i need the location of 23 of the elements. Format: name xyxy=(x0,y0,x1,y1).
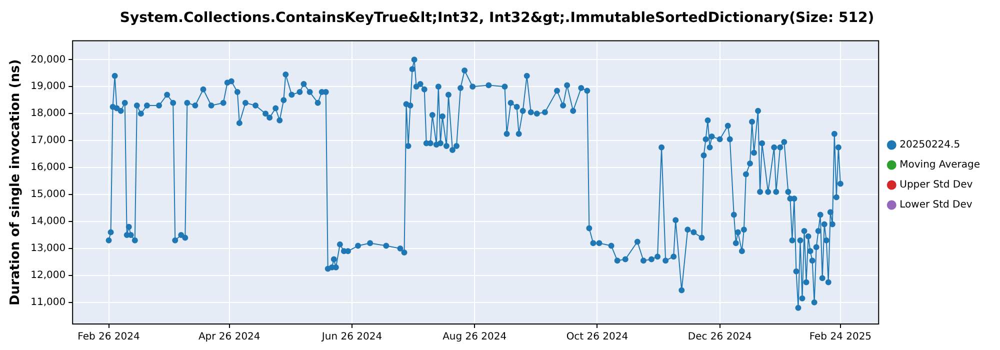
legend-label: 20250224.5 xyxy=(900,140,960,151)
y-tick-label: 14,000 xyxy=(30,216,66,228)
x-tick-label: Apr 26 2024 xyxy=(198,332,260,343)
y-tick-label: 11,000 xyxy=(30,297,66,308)
y-tick-label: 19,000 xyxy=(30,81,66,92)
legend-label: Lower Std Dev xyxy=(900,200,972,211)
x-tick-label: Oct 26 2024 xyxy=(566,332,628,343)
y-tick-label: 13,000 xyxy=(30,243,66,254)
x-tick-label: Jun 26 2024 xyxy=(320,332,382,343)
y-tick-label: 18,000 xyxy=(30,108,66,120)
legend-label: Moving Average xyxy=(900,160,980,171)
chart-title: System.Collections.ContainsKeyTrue&lt;Int32, Int32&gt;.ImmutableSortedDictionary(Size: 512) xyxy=(120,10,874,26)
legend-label: Upper Std Dev xyxy=(900,180,973,191)
x-tick-label: Feb 24 2025 xyxy=(809,332,872,343)
x-tick-label: Dec 26 2024 xyxy=(688,332,752,343)
y-axis-title: Duration of single invocation (ns) xyxy=(8,59,24,306)
y-tick-label: 16,000 xyxy=(30,162,66,174)
y-tick-label: 15,000 xyxy=(30,189,66,200)
y-tick-label: 12,000 xyxy=(30,270,66,282)
y-tick-label: 17,000 xyxy=(30,135,66,146)
x-tick-label: Feb 26 2024 xyxy=(78,332,140,343)
x-tick-label: Aug 26 2024 xyxy=(442,332,507,343)
y-tick-label: 20,000 xyxy=(30,54,66,66)
